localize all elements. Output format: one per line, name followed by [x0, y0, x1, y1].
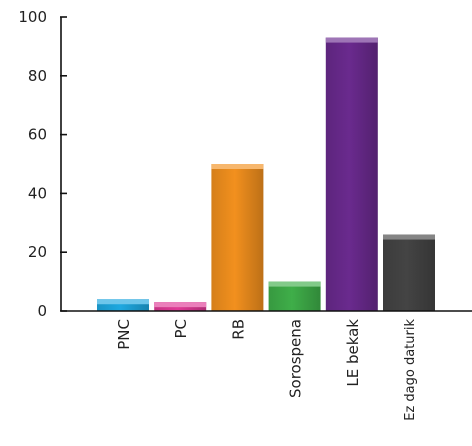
bar-cap: [268, 281, 321, 287]
x-tick-label: RB: [229, 319, 247, 340]
y-tick-label: 20: [28, 243, 47, 261]
bar-cap: [97, 299, 149, 305]
y-tick-label: 60: [28, 126, 47, 144]
bar: [325, 37, 378, 312]
x-axis: PNC PC RB Sorospena LE bekak Ez dago daturik: [61, 310, 472, 421]
y-tick-label: 100: [18, 8, 47, 26]
y-axis: 0 20 40 60 80 100: [18, 8, 67, 320]
x-tick-label: PNC: [115, 319, 133, 350]
y-tick-label: 80: [28, 67, 47, 85]
bar: [97, 299, 149, 311]
bar: [211, 164, 264, 311]
x-tick-label: Sorospena: [287, 319, 305, 398]
y-tick-label: 40: [28, 184, 47, 202]
y-tick-label: 0: [37, 302, 47, 320]
bar-cap: [325, 37, 378, 43]
x-tick-label: LE bekak: [344, 319, 362, 387]
bar-cap: [211, 164, 264, 169]
x-tick-label: PC: [172, 319, 190, 339]
bars: [97, 37, 435, 312]
bar-cap: [383, 234, 435, 240]
bar-cap: [154, 302, 207, 308]
bar: [383, 234, 435, 311]
x-tick-label: Ez dago daturik: [403, 319, 418, 421]
